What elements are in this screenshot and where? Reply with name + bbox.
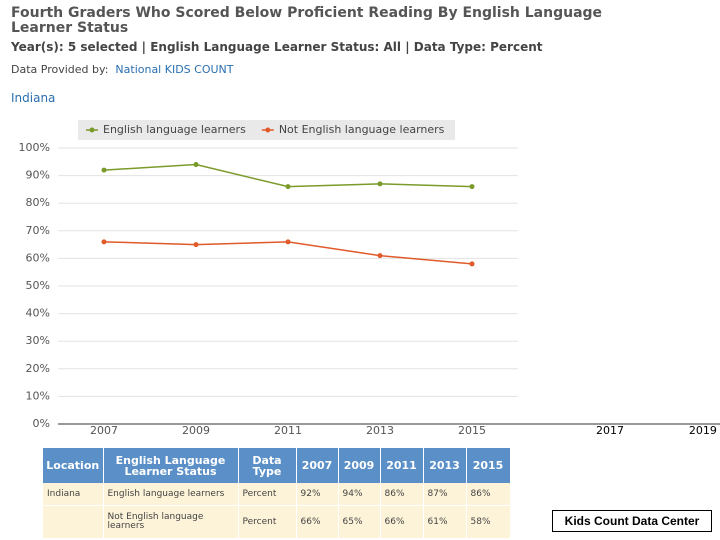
data-point xyxy=(377,181,383,187)
data-point xyxy=(469,184,475,190)
data-point xyxy=(377,253,383,259)
data-point xyxy=(285,184,291,190)
y-tick-label: 70% xyxy=(26,224,50,237)
table-cell: 61% xyxy=(423,505,467,539)
provider-link[interactable]: National KIDS COUNT xyxy=(115,63,234,76)
table-row: Indiana English language learners Percent 9… xyxy=(43,483,511,506)
table-cell: 86% xyxy=(466,483,511,506)
data-point xyxy=(469,261,475,267)
provided-by: Data Provided by: National KIDS COUNT xyxy=(11,63,233,76)
x-tick-label: 2009 xyxy=(182,424,210,437)
table-cell: 86% xyxy=(380,483,424,506)
subtitle: Year(s): 5 selected | English Language L… xyxy=(11,40,543,54)
data-point xyxy=(193,162,199,168)
overlay-year: 2019 xyxy=(689,424,717,437)
column-header: 2011 xyxy=(380,448,424,483)
y-tick-label: 60% xyxy=(26,251,50,264)
series-line xyxy=(103,241,473,265)
column-header: Data Type xyxy=(238,448,297,483)
y-tick-label: 0% xyxy=(33,417,50,430)
table-cell: 87% xyxy=(423,483,467,506)
legend-label: Not English language learners xyxy=(279,123,445,136)
y-tick-label: 90% xyxy=(26,169,50,182)
provided-label: Data Provided by: xyxy=(11,63,109,76)
table-cell: 92% xyxy=(296,483,339,506)
data-table: Location English Language Learner Status D… xyxy=(43,448,511,539)
column-header: 2009 xyxy=(338,448,381,483)
table-cell: English language learners xyxy=(103,483,239,506)
y-tick-label: 10% xyxy=(26,389,50,402)
x-tick-label: 2015 xyxy=(458,424,486,437)
column-header: 2015 xyxy=(466,448,511,483)
legend-label: English language learners xyxy=(103,123,246,136)
y-tick-label: 20% xyxy=(26,362,50,375)
column-header: Location xyxy=(43,448,104,483)
y-tick-label: 30% xyxy=(26,334,50,347)
table-cell: Percent xyxy=(238,483,297,506)
x-tick-label: 2007 xyxy=(90,424,118,437)
column-header: English Language Learner Status xyxy=(103,448,239,483)
table-cell: 94% xyxy=(338,483,381,506)
title: Fourth Graders Who Scored Below Proficie… xyxy=(11,5,603,36)
table-cell: Indiana xyxy=(43,483,104,506)
data-point xyxy=(193,242,199,248)
legend-marker xyxy=(89,127,95,133)
table-cell xyxy=(43,505,104,539)
y-tick-label: 80% xyxy=(26,196,50,209)
y-tick-label: 100% xyxy=(19,141,50,154)
table-cell: Not English language learners xyxy=(103,505,239,539)
x-tick-label: 2011 xyxy=(274,424,302,437)
table-row: Not English language learners Percent 66% 6… xyxy=(43,505,511,539)
data-point xyxy=(101,239,107,245)
table-cell: 66% xyxy=(296,505,339,539)
table-cell: 66% xyxy=(380,505,424,539)
data-point xyxy=(285,239,291,245)
location[interactable]: Indiana xyxy=(11,91,56,105)
table-cell: 65% xyxy=(338,505,381,539)
column-header: 2013 xyxy=(423,448,467,483)
x-tick-label: 2013 xyxy=(366,424,394,437)
chart: 0% 10% 20% 30% 40% 50% 60% 70% 80% 90% 100% 2007 200… xyxy=(19,120,720,437)
data-point xyxy=(101,167,107,173)
table-cell: Percent xyxy=(238,505,297,539)
legend-marker xyxy=(265,127,271,133)
overlay-year: 2017 xyxy=(596,424,624,437)
table-cell: 58% xyxy=(466,505,511,539)
y-tick-label: 50% xyxy=(26,279,50,292)
footer-label: Kids Count Data Center xyxy=(552,510,712,532)
column-header: 2007 xyxy=(296,448,339,483)
y-tick-label: 40% xyxy=(26,307,50,320)
